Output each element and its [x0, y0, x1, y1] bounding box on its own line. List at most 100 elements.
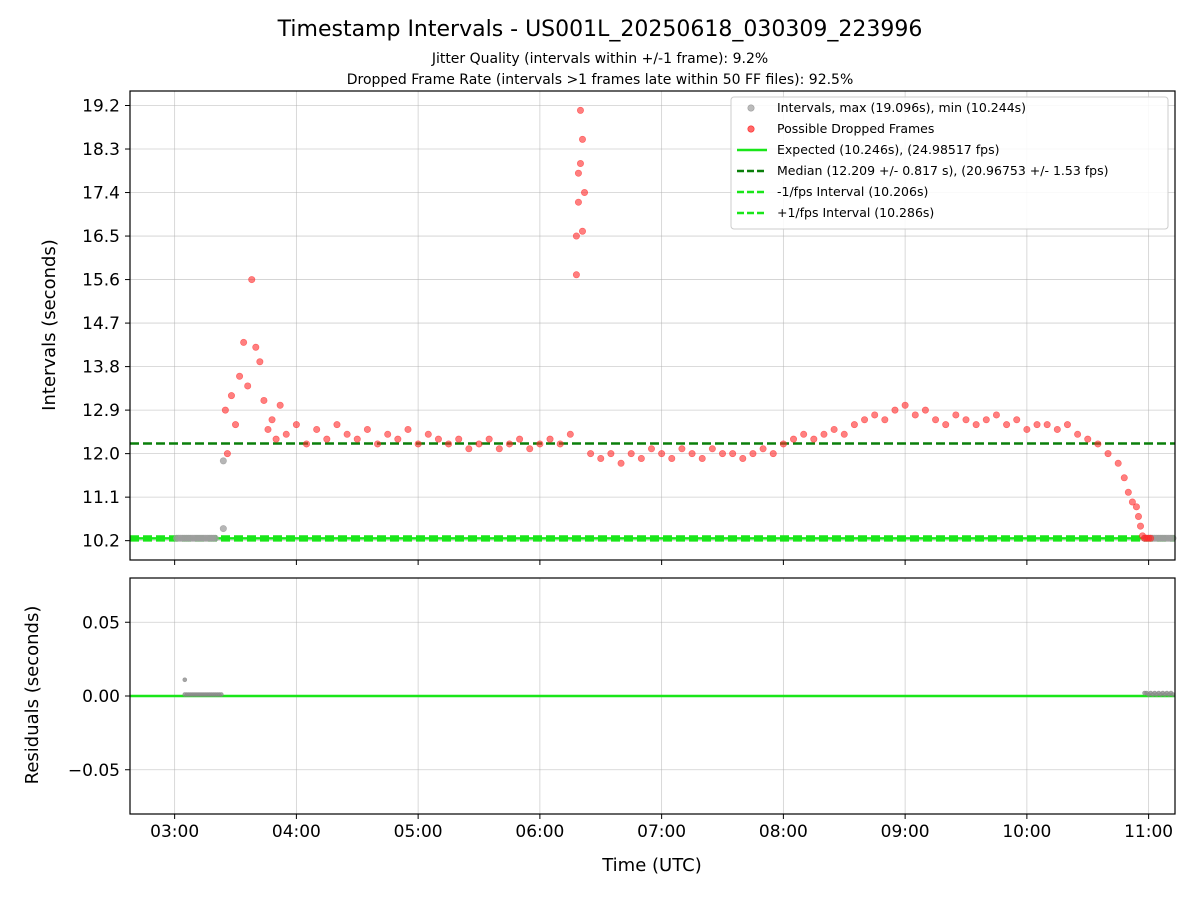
top-data-point	[227, 392, 235, 400]
legend-label: Possible Dropped Frames	[777, 121, 934, 136]
chart-title: Timestamp Intervals - US001L_20250618_03…	[277, 17, 923, 42]
top-data-point	[637, 454, 645, 462]
top-data-point	[323, 435, 331, 443]
top-y-tick-label: 16.5	[82, 227, 120, 247]
top-data-point	[574, 198, 582, 206]
top-data-point	[749, 450, 757, 458]
top-data-point	[820, 430, 828, 438]
top-y-tick-label: 12.9	[82, 401, 120, 421]
top-data-point	[952, 411, 960, 419]
bottom-data-point	[182, 677, 188, 683]
bottom-y-tick-label: −0.05	[68, 761, 120, 781]
top-y-tick-label: 19.2	[82, 97, 120, 117]
top-data-point	[739, 454, 747, 462]
top-data-point	[264, 425, 272, 433]
top-data-point	[465, 445, 473, 453]
bottom-x-tick-label: 11:00	[1124, 822, 1173, 842]
top-data-point	[434, 435, 442, 443]
top-data-point	[394, 435, 402, 443]
top-data-point	[992, 411, 1000, 419]
top-data-point	[647, 445, 655, 453]
bottom-x-tick-label: 08:00	[759, 822, 808, 842]
top-data-point	[769, 450, 777, 458]
top-data-point	[211, 534, 219, 542]
top-data-point	[921, 406, 929, 414]
top-data-point	[495, 445, 503, 453]
top-data-point	[800, 430, 808, 438]
legend-label: Expected (10.246s), (24.98517 fps)	[777, 142, 999, 157]
bottom-data-point	[1170, 692, 1176, 697]
top-data-point	[688, 450, 696, 458]
top-data-point	[1013, 416, 1021, 424]
top-data-point	[333, 421, 341, 429]
top-data-point	[607, 450, 615, 458]
legend: Intervals, max (19.096s), min (10.244s) P…	[730, 96, 1169, 230]
top-data-point	[790, 435, 798, 443]
bottom-x-tick-label: 04:00	[272, 822, 321, 842]
top-data-point	[830, 425, 838, 433]
top-data-point	[1023, 425, 1031, 433]
top-data-point	[343, 430, 351, 438]
top-data-point	[578, 227, 586, 235]
top-y-tick-label: 17.4	[82, 184, 120, 204]
top-data-point	[871, 411, 879, 419]
top-data-point	[566, 430, 574, 438]
bottom-y-axis-label: Residuals (seconds)	[22, 606, 43, 785]
top-plot: 10.2 11.1 12.0 12.9 13.8 14.7 15.6 16.5 17.4 18.3…	[82, 90, 1177, 565]
top-data-point	[363, 425, 371, 433]
top-data-point	[1147, 534, 1155, 542]
top-data-point	[313, 425, 321, 433]
top-data-point	[1134, 512, 1142, 520]
top-data-point	[282, 430, 290, 438]
top-data-point	[597, 454, 605, 462]
top-data-point	[1124, 488, 1132, 496]
top-data-point	[698, 454, 706, 462]
top-data-point	[982, 416, 990, 424]
bottom-x-tick-label: 06:00	[515, 822, 564, 842]
top-data-point	[850, 421, 858, 429]
top-data-point	[240, 338, 248, 346]
bottom-x-tick-label: 05:00	[394, 822, 443, 842]
top-data-point	[546, 435, 554, 443]
top-data-point	[840, 430, 848, 438]
top-data-point	[576, 160, 584, 168]
top-data-point	[256, 358, 264, 366]
top-data-point	[759, 445, 767, 453]
top-data-point	[1128, 498, 1136, 506]
top-data-point	[353, 435, 361, 443]
top-data-point	[475, 440, 483, 448]
top-data-point	[221, 406, 229, 414]
top-data-point	[719, 450, 727, 458]
top-data-point	[272, 435, 280, 443]
top-data-point	[536, 440, 544, 448]
bottom-data-point	[219, 692, 224, 697]
legend-label: Intervals, max (19.096s), min (10.244s)	[777, 100, 1026, 115]
top-data-point	[232, 421, 240, 429]
bottom-y-tick-label: 0.00	[82, 687, 120, 707]
top-data-point	[1084, 435, 1092, 443]
top-data-point	[244, 382, 252, 390]
top-data-point	[587, 450, 595, 458]
top-data-point	[729, 450, 737, 458]
top-data-point	[581, 189, 589, 197]
top-data-point	[374, 440, 382, 448]
top-y-tick-label: 14.7	[82, 314, 120, 334]
top-data-point	[572, 271, 580, 279]
top-data-point	[1120, 474, 1128, 482]
top-data-point	[1043, 421, 1051, 429]
top-data-point	[627, 450, 635, 458]
top-data-point	[268, 416, 276, 424]
top-y-tick-label: 15.6	[82, 271, 120, 291]
top-data-point	[911, 411, 919, 419]
top-data-point	[223, 450, 231, 458]
top-data-point	[1063, 421, 1071, 429]
top-y-tick-label: 11.1	[82, 488, 120, 508]
top-data-point	[810, 435, 818, 443]
top-data-point	[1033, 421, 1041, 429]
top-data-point	[1094, 440, 1102, 448]
top-data-point	[574, 169, 582, 177]
top-y-axis-label: Intervals (seconds)	[39, 239, 60, 411]
top-data-point	[576, 106, 584, 114]
legend-label: Median (12.209 +/- 0.817 s), (20.96753 +…	[777, 163, 1108, 178]
